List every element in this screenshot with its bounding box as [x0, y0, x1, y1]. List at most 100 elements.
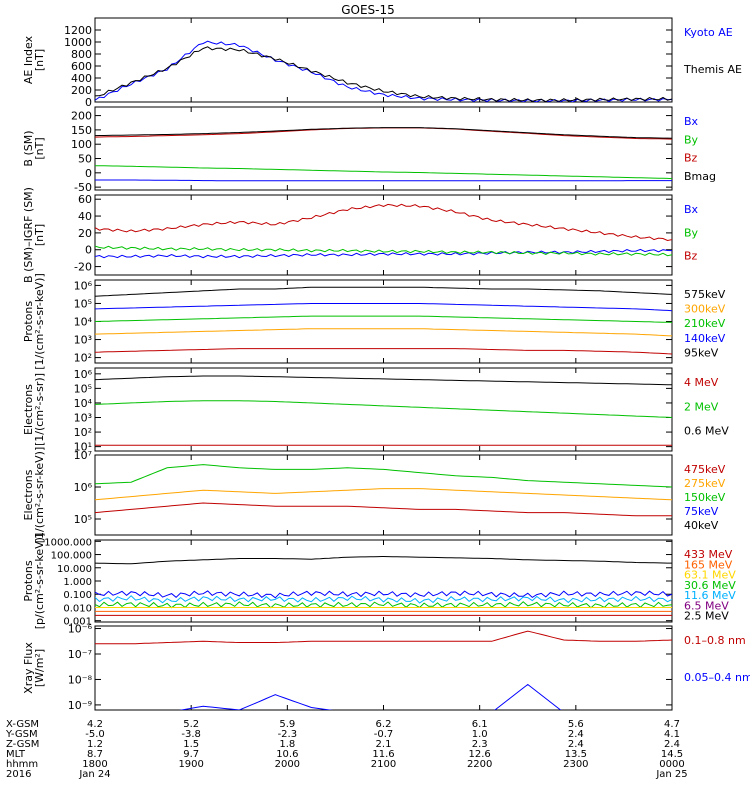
y-tick-label: 10²: [74, 352, 92, 365]
y-tick-label: 1000.000: [44, 537, 92, 548]
ephemeris-value: Jan 24: [78, 769, 110, 780]
legend-entry: 300keV: [684, 303, 726, 316]
legend-entry: By: [684, 226, 699, 239]
y-tick-label: 10³: [74, 334, 92, 347]
y-tick-label: 0.010: [63, 603, 92, 614]
ephemeris-value: 1.8: [279, 739, 295, 750]
panel-frame: [94, 194, 673, 276]
panel-protons2: 0.001 0.010 0.100 1.000 10.000 100.000 1000.00…: [22, 533, 736, 630]
legend-entry: Kyoto AE: [684, 26, 733, 39]
chart-title: GOES-15: [341, 3, 395, 17]
y-tick-label: 20: [78, 227, 92, 240]
ephemeris-row-label: Y-GSM: [5, 729, 38, 740]
y-tick-label: 0.100: [63, 590, 92, 601]
series-line: [95, 400, 672, 418]
y-axis-label: Electrons: [22, 469, 35, 520]
y-tick-label: 10⁶: [74, 368, 93, 381]
y-tick-label: -20: [74, 261, 92, 274]
legend-entry: 40keV: [684, 519, 719, 532]
y-tick-label: 200: [71, 84, 92, 97]
y-tick-label: 1.000: [63, 577, 92, 588]
ephemeris-value: 2100: [371, 759, 396, 770]
series-line: [95, 46, 672, 102]
ephemeris-value: 1.2: [87, 739, 103, 750]
y-tick-label: 10⁶: [74, 481, 93, 494]
ephemeris-value: 5.2: [183, 719, 199, 730]
legend-entry: 6.5 MeV: [684, 599, 729, 612]
ephemeris-value: 1900: [178, 759, 203, 770]
panel-xray: 10⁻⁹ 10⁻⁸ 10⁻⁷ 10⁻⁶ Xray Flux[W/m²] 0.1–0.8 n…: [22, 623, 750, 712]
y-tick-label: 100.000: [51, 551, 92, 562]
legend-entry: By: [684, 133, 699, 146]
panel-frame: [94, 367, 673, 452]
y-axis-label: B (SM): [22, 130, 35, 166]
legend-entry: 165 MeV: [684, 558, 733, 571]
series-line: [95, 179, 672, 182]
series-line: [95, 348, 672, 355]
ephemeris-row-label: 2016: [6, 769, 31, 780]
legend-entry: 30.6 MeV: [684, 579, 736, 592]
ephemeris-value: -2.3: [278, 729, 298, 740]
ephemeris-value: 2.1: [376, 739, 392, 750]
y-tick-label: 50: [78, 153, 92, 166]
panel-protons1: 10² 10³ 10⁴ 10⁵ 10⁶ Protons[1/(cm²-s-sr-keV)]…: [22, 273, 726, 370]
series-line: [95, 303, 672, 312]
legend-entry: 0.05–0.4 nm: [684, 671, 750, 684]
ephemeris-value: 4.1: [664, 729, 680, 740]
y-axis-label: [W/m²]: [33, 649, 46, 687]
y-axis-label: [nT]: [33, 224, 46, 246]
legend-entry: 140keV: [684, 332, 726, 345]
y-tick-label: 10⁴: [74, 397, 93, 410]
y-tick-label: 0.001: [63, 617, 92, 628]
panel-frame: [94, 539, 673, 623]
y-tick-label: 10⁶: [74, 279, 93, 292]
series-line: [95, 248, 672, 259]
legend-entry: 2 MeV: [684, 400, 719, 413]
ephemeris-value: 2200: [467, 759, 492, 770]
y-axis-label: [nT]: [33, 137, 46, 159]
y-axis-label: AE Index: [22, 35, 35, 84]
y-tick-label: 0: [85, 167, 92, 180]
ephemeris-value: 2.4: [664, 739, 680, 750]
series-line: [95, 286, 672, 297]
y-tick-label: 10⁷: [74, 449, 92, 462]
y-tick-label: 10⁵: [74, 297, 92, 310]
y-tick-label: 10⁵: [74, 382, 92, 395]
panel-frame: [94, 106, 673, 191]
y-tick-label: 1000: [64, 36, 92, 49]
y-tick-label: 60: [78, 193, 92, 206]
y-tick-label: 0: [85, 244, 92, 257]
orbit-ephemeris-axis: X-GSMY-GSMZ-GSMMLThhmm20164.2-5.01.28.71…: [5, 719, 688, 780]
legend-entry: 275keV: [684, 477, 726, 490]
ephemeris-value: 10.6: [276, 749, 298, 760]
legend-entry: Bz: [684, 250, 698, 263]
y-tick-label: 10⁻⁶: [68, 623, 93, 636]
legend-entry: 2.5 MeV: [684, 610, 729, 623]
series-line: [95, 630, 672, 645]
y-tick-label: 600: [71, 60, 92, 73]
legend-entry: 150keV: [684, 491, 726, 504]
y-axis-label: Protons: [22, 301, 35, 342]
y-axis-label: [nT]: [33, 49, 46, 71]
legend-entry: Bz: [684, 152, 698, 165]
legend-entry: 575keV: [684, 288, 726, 301]
series-line: [95, 464, 672, 488]
y-axis-label: B (SM)–IGRF (SM): [22, 187, 35, 283]
ephemeris-value: 2.4: [568, 729, 584, 740]
series-line: [95, 375, 672, 386]
series-line: [95, 590, 672, 599]
legend-entry: 95keV: [684, 346, 719, 359]
panel-bigrf: -20 0 20 40 60 B (SM)–IGRF (SM)[nT] Bx By Bz: [22, 187, 699, 283]
y-axis-label: [1/(cm²-s-sr)]: [33, 373, 46, 446]
y-tick-label: 1200: [64, 24, 92, 37]
ephemeris-value: 2300: [563, 759, 588, 770]
legend-entry: Bx: [684, 115, 699, 128]
y-axis-label: Electrons: [22, 384, 35, 435]
legend-entry: 475keV: [684, 463, 726, 476]
y-axis-label: [1/(cm²-s-sr-keV)]: [33, 273, 46, 370]
y-tick-label: 150: [71, 124, 92, 137]
legend-entry: 11.6 MeV: [684, 589, 736, 602]
series-line: [178, 683, 562, 710]
